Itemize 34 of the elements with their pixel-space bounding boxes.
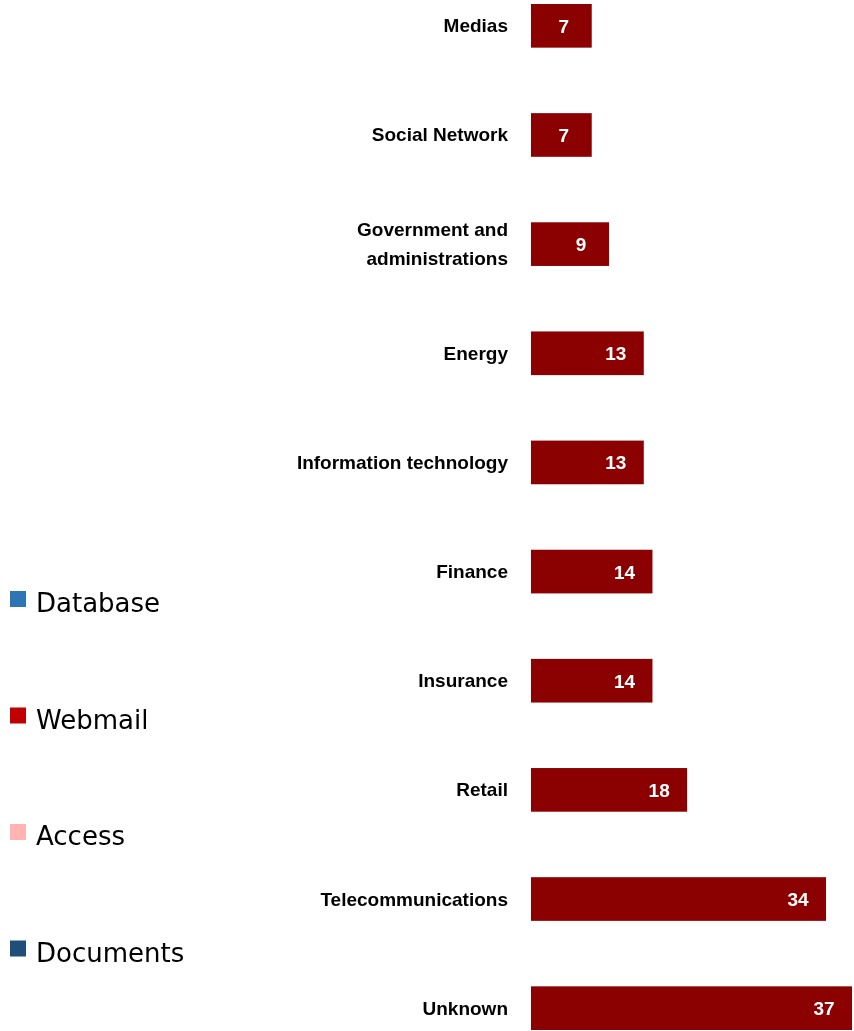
bar [531,768,688,812]
data-label: 13 [605,452,627,474]
y-tick-label: Social Network [371,124,509,146]
bar [531,986,852,1030]
y-tick-label: Information technology [296,451,509,473]
y-tick-label: Medias [443,15,508,37]
text: Webmail [36,704,149,735]
y-tick-label: Unknown [422,997,508,1019]
data-label: 9 [575,234,587,256]
data-label: 37 [813,998,835,1020]
y-tick-label: Insurance [418,670,508,692]
bar [531,877,826,921]
text: Access [36,821,126,851]
data-label: 7 [558,15,570,37]
bar [531,331,644,376]
data-label: 14 [613,561,636,583]
data-label: 13 [605,343,627,365]
bar [531,658,653,703]
bar [531,113,592,157]
bar [531,440,644,485]
y-tick-label: Government and administrations [357,219,508,270]
text: Documents [36,937,185,968]
y-tick-label: Retail [456,779,508,801]
data-label: 18 [648,779,670,801]
bar [531,4,592,48]
data-label: 14 [613,670,636,692]
y-tick-label: Finance [436,561,508,583]
y-tick-label: Energy [443,342,509,364]
bar [531,222,610,266]
text: Database [36,588,161,618]
bar [531,549,653,594]
data-label: 34 [787,889,809,911]
y-tick-label: Telecommunications [320,888,508,910]
data-label: 7 [558,124,570,146]
